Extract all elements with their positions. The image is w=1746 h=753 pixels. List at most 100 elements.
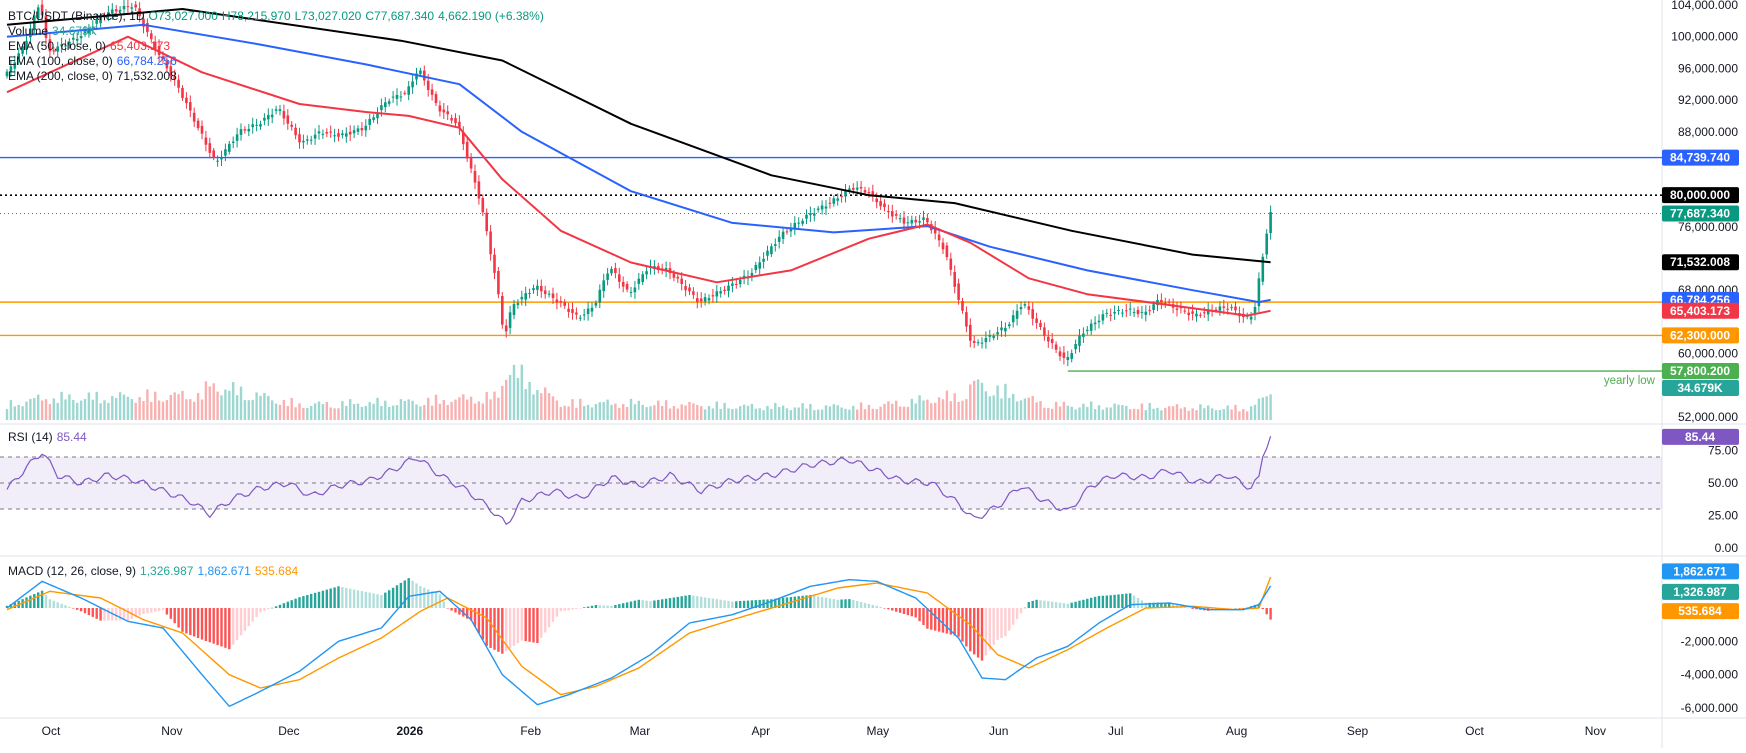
legend-volume[interactable]: Volume 34.679K — [8, 24, 548, 39]
volume-bar — [610, 404, 613, 420]
volume-bar — [715, 401, 718, 420]
macd-histogram-bar — [766, 599, 769, 608]
candle — [723, 289, 726, 291]
candle — [547, 293, 551, 295]
macd-histogram-bar — [809, 595, 812, 608]
candle — [711, 295, 715, 297]
candle — [1257, 278, 1261, 307]
time-tick-label: 2026 — [396, 724, 423, 738]
volume-bar — [645, 407, 648, 420]
macd-histogram-bar — [345, 587, 348, 608]
volume-bar — [356, 403, 360, 420]
macd-histogram-bar — [427, 589, 430, 608]
rsi-tick-label: 75.00 — [1708, 444, 1738, 458]
candle — [485, 212, 488, 232]
macd-histogram-bar — [688, 595, 691, 608]
macd-histogram-bar — [567, 608, 570, 611]
legend-ema100[interactable]: EMA (100, close, 0) 66,784.256 — [8, 54, 548, 69]
volume-bar — [321, 404, 325, 420]
macd-histogram-bar — [1043, 600, 1046, 608]
macd-histogram-bar — [1093, 596, 1097, 608]
volume-bar — [298, 403, 301, 420]
volume-bar — [762, 410, 765, 420]
macd-histogram-bar — [87, 608, 91, 616]
candle — [820, 205, 824, 210]
macd-histogram-bar — [594, 605, 598, 608]
candle — [196, 120, 200, 129]
macd-histogram-bar — [1004, 608, 1007, 637]
macd-histogram-bar — [949, 608, 952, 635]
macd-histogram-bar — [91, 608, 94, 617]
volume-bar — [1234, 404, 1237, 420]
candle — [501, 296, 504, 325]
volume-bar — [142, 401, 145, 420]
volume-bar — [719, 409, 722, 420]
candle — [610, 268, 613, 274]
volume-bar — [1222, 409, 1225, 420]
candle — [735, 284, 738, 285]
volume-bar — [770, 409, 773, 420]
candle — [48, 39, 52, 52]
candle — [762, 258, 765, 262]
candle — [1058, 351, 1062, 357]
macd-histogram-bar — [953, 608, 956, 636]
volume-bar — [922, 400, 925, 420]
candle — [126, 6, 130, 8]
macd-histogram-bar — [255, 608, 258, 617]
macd-histogram-bar — [79, 608, 83, 612]
volume-bar — [1246, 411, 1249, 420]
candle — [914, 219, 917, 223]
volume-bar — [957, 402, 960, 420]
macd-histogram-bar — [547, 608, 551, 628]
volume-bar — [1257, 398, 1261, 420]
legend-macd[interactable]: MACD (12, 26, close, 9) 1,326.987 1,862.67… — [8, 564, 302, 579]
volume-bar — [259, 395, 262, 420]
volume-bar — [976, 379, 980, 420]
macd-histogram-bar — [1039, 600, 1042, 608]
macd-histogram-bar — [1035, 599, 1038, 608]
macd-histogram-bar — [430, 591, 434, 608]
volume-bar — [399, 399, 403, 420]
volume-bar — [1039, 401, 1042, 420]
legend-ema200[interactable]: EMA (200, close, 0) 71,532.008 — [8, 69, 548, 84]
ema200-label: EMA (200, close, 0) — [8, 69, 113, 83]
legend-ema50[interactable]: EMA (50, close, 0) 65,403.173 — [8, 39, 548, 54]
volume-bar — [906, 406, 910, 420]
macd-histogram-bar — [477, 608, 481, 634]
candle — [1039, 322, 1042, 327]
legend-rsi[interactable]: RSI (14) 85.44 — [8, 430, 91, 445]
candle — [380, 105, 383, 111]
candle — [614, 268, 617, 273]
volume-bar — [602, 402, 605, 420]
volume-bar — [1156, 407, 1159, 420]
macd-histogram-bar — [263, 608, 266, 611]
macd-histogram-bar — [224, 608, 227, 648]
candle — [906, 222, 910, 224]
macd-histogram-bar — [313, 592, 317, 608]
macd-histogram-bar — [536, 608, 539, 644]
candle — [516, 303, 520, 305]
candle — [9, 66, 13, 72]
macd-histogram-bar — [142, 608, 145, 614]
rsi-tick-label: 0.00 — [1715, 541, 1739, 555]
volume-bar — [688, 401, 691, 420]
macd-histogram-bar — [306, 595, 309, 608]
volume-bar — [403, 400, 406, 420]
candle — [579, 317, 582, 319]
volume-bar — [1214, 410, 1218, 420]
candle — [1234, 306, 1237, 311]
volume-bar — [72, 399, 75, 420]
volume-bar — [813, 410, 816, 420]
candle — [360, 128, 364, 131]
macd-histogram-bar — [1230, 608, 1233, 609]
candle — [828, 202, 832, 204]
macd-histogram-bar — [259, 608, 262, 613]
volume-bar — [438, 403, 442, 420]
volume-bar — [118, 392, 122, 420]
macd-histogram-bar — [48, 599, 52, 608]
volume-bar — [598, 402, 601, 420]
macd-histogram-bar — [820, 597, 824, 608]
symbol-label[interactable]: BTC/USDT (Binance), 1D — [8, 9, 145, 23]
